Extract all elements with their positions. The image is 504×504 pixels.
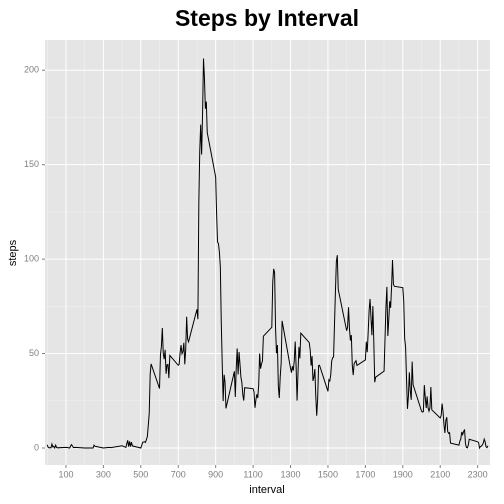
x-tick-label: 2300 xyxy=(468,469,488,479)
data-line xyxy=(46,58,489,450)
y-tick-label: 0 xyxy=(34,442,39,452)
x-tick-label: 900 xyxy=(208,469,223,479)
x-tick-label: 700 xyxy=(171,469,186,479)
y-tick-label: 100 xyxy=(24,253,39,263)
x-tick-label: 1300 xyxy=(281,469,301,479)
x-tick-label: 500 xyxy=(133,469,148,479)
x-tick-label: 1700 xyxy=(355,469,375,479)
y-tick-label: 50 xyxy=(29,348,39,358)
x-tick-label: 300 xyxy=(96,469,111,479)
y-tick-label: 200 xyxy=(24,65,39,75)
y-tick-label: 150 xyxy=(24,159,39,169)
x-tick-label: 100 xyxy=(58,469,73,479)
x-tick-label: 1100 xyxy=(243,469,262,479)
x-tick-label: 2100 xyxy=(430,469,450,479)
y-axis-label: steps xyxy=(7,239,19,266)
x-tick-label: 1900 xyxy=(393,469,413,479)
x-tick-label: 1500 xyxy=(318,469,338,479)
chart-title: Steps by Interval xyxy=(175,5,359,31)
x-axis-label: interval xyxy=(249,484,284,496)
